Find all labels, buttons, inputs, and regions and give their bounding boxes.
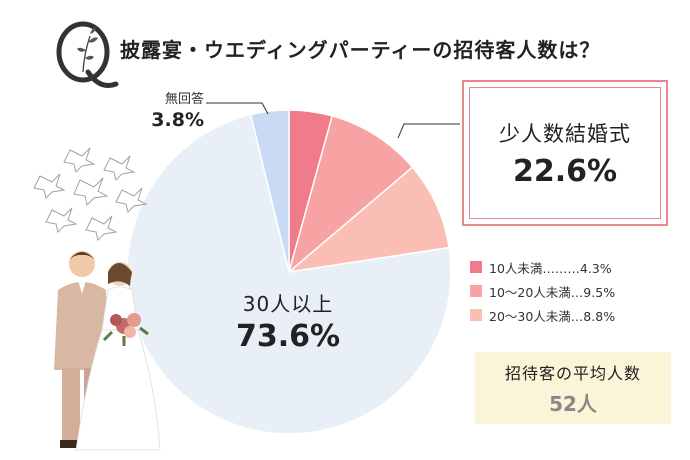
slice-label-none: 無回答 3.8% bbox=[120, 88, 204, 131]
average-guests-value: 52人 bbox=[549, 391, 597, 416]
slice-label-none-value: 3.8% bbox=[151, 109, 204, 131]
legend-label: 10〜20人未満…9.5% bbox=[489, 284, 616, 300]
small-wedding-label: 少人数結婚式 bbox=[499, 121, 631, 146]
average-guests-box: 招待客の平均人数 52人 bbox=[475, 352, 671, 424]
pie-slice-3 bbox=[126, 113, 452, 435]
q-letter-floral-icon bbox=[56, 21, 119, 88]
leader-line-small-wedding bbox=[397, 123, 460, 139]
legend-item: 20〜30人未満…8.8% bbox=[470, 304, 615, 326]
legend-label: 20〜30人未満…8.8% bbox=[489, 308, 616, 324]
legend-swatch bbox=[470, 285, 482, 297]
pie-slice-4 bbox=[249, 109, 290, 273]
legend-item: 10人未満………4.3% bbox=[470, 256, 615, 278]
slice-label-over30: 30人以上 73.6% bbox=[208, 288, 368, 354]
legend-item: 10〜20人未満…9.5% bbox=[470, 280, 615, 302]
slice-label-none-name: 無回答 bbox=[164, 92, 204, 107]
legend: 10人未満………4.3% 10〜20人未満…9.5% 20〜30人未満…8.8% bbox=[470, 256, 615, 328]
small-wedding-value: 22.6% bbox=[512, 153, 618, 189]
average-guests-label: 招待客の平均人数 bbox=[504, 363, 641, 383]
pie-slice-2 bbox=[286, 166, 451, 274]
legend-swatch bbox=[470, 309, 482, 321]
legend-swatch bbox=[470, 261, 482, 273]
leader-line-none bbox=[206, 102, 269, 115]
wedding-couple-illustration bbox=[54, 251, 161, 451]
small-wedding-callout: 少人数結婚式 22.6% bbox=[462, 80, 668, 226]
chart-title: 披露宴・ウエディングパーティーの招待客人数は？ bbox=[120, 38, 601, 62]
doves-icon bbox=[33, 147, 148, 241]
pie-slice-1 bbox=[287, 114, 414, 275]
slice-label-over30-value: 73.6% bbox=[235, 319, 341, 354]
slice-label-over30-name: 30人以上 bbox=[242, 292, 334, 316]
legend-label: 10人未満………4.3% bbox=[489, 260, 612, 276]
